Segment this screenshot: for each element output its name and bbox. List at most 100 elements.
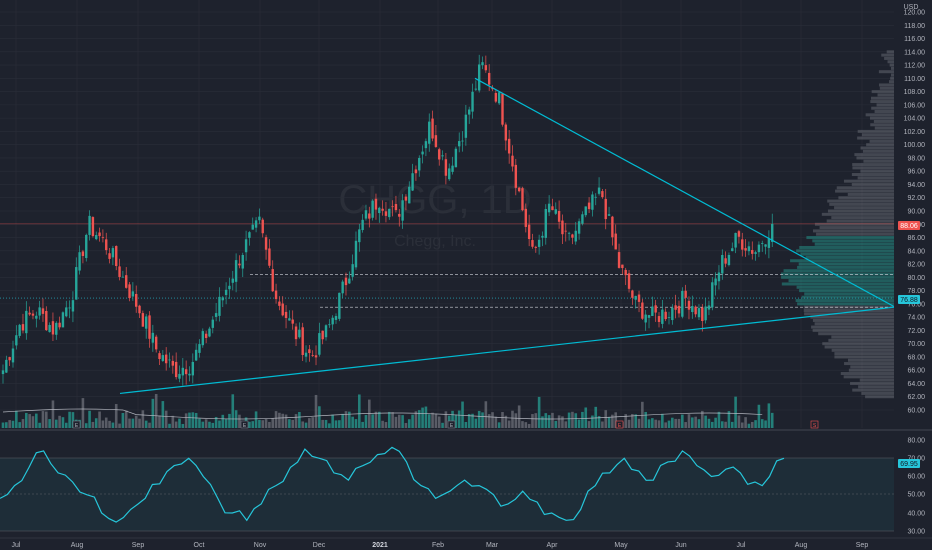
volume-bar [631,414,634,428]
descending-trendline[interactable] [474,77,894,308]
volume-bar [51,400,55,428]
price-axis[interactable]: 60.00 62.00 64.00 66.00 68.00 70.00 72.00 74.00… [904,10,926,415]
svg-text:E: E [618,423,622,429]
candle-body [724,258,727,264]
volume-bar [58,415,61,428]
candle-body [491,88,494,90]
price-tick-label: 110.00 [904,76,925,83]
candle-body [577,221,581,234]
profile-bar [871,106,894,110]
earnings-marker[interactable]: E [240,420,249,429]
volume-bar [138,418,141,428]
candle-body [194,349,198,361]
candle-body [388,208,391,218]
profile-bar [847,192,894,196]
rsi-pane[interactable] [0,446,894,532]
candle-body [298,329,301,338]
profile-bar [831,216,894,220]
profile-bar [821,212,894,216]
profile-bar [824,345,894,349]
profile-bar [818,332,894,336]
candle-body [71,300,75,312]
rsi-tick-label: 40.00 [907,511,925,518]
profile-bar [796,249,894,253]
candle-body [55,322,58,335]
candle-body [404,196,408,201]
profile-bar [834,206,894,210]
volume-bar [681,414,684,428]
volume-bar [294,414,298,428]
candle-body [767,238,771,248]
candle-body [464,114,468,138]
volume-bar [394,416,398,428]
event-markers[interactable]: E E E E S [72,420,819,429]
candle-body [231,278,234,283]
candle-body [644,314,647,323]
profile-bar [811,325,894,329]
upcoming-event-marker[interactable]: S [810,420,819,429]
profile-bar [803,305,894,309]
ascending-trendline[interactable] [119,306,894,395]
volume-bar [248,421,251,428]
candle-body [328,324,331,326]
volume-bar [644,411,647,428]
volume-bar [298,412,301,428]
volume-bar [714,417,717,428]
earnings-marker[interactable]: E [447,420,456,429]
candle-body [751,250,754,254]
price-tick-label: 112.00 [904,63,925,70]
volume-bar [261,420,265,428]
profile-bar [840,372,894,376]
earnings-marker[interactable]: E [72,420,81,429]
profile-bar [790,259,894,263]
price-pane[interactable] [0,0,894,428]
volume-bar [38,422,41,428]
candle-body [661,309,664,324]
volume-bar [737,415,741,428]
candle-body [497,92,501,104]
earnings-marker[interactable]: E [615,420,624,429]
candle-body [288,318,291,321]
candle-body [557,211,561,222]
candle-body [31,313,35,316]
profile-bar [865,113,894,117]
volume-bar [84,423,88,428]
candle-body [5,359,8,373]
volume-bar [537,396,541,428]
price-tick-label: 96.00 [907,169,925,176]
volume-bar [561,416,564,428]
profile-bar [857,129,894,133]
candle-body [621,264,624,269]
candle-body [18,324,21,336]
candle-body [304,352,308,357]
candle-body [211,319,214,328]
candle-body [75,267,78,300]
profile-bar [827,199,894,203]
volume-bar [491,412,494,428]
candle-body [721,254,724,274]
volume-bar [727,411,731,428]
volume-bar [174,421,178,428]
candle-body [537,239,541,247]
candle-body [394,204,398,211]
time-axis[interactable]: Jul Aug Sep Oct Nov Dec 2021 Feb Mar Apr May Jun Jul… [12,542,869,549]
candle-body [331,317,334,325]
volume-bar [497,422,501,428]
volume-bar [421,407,424,428]
volume-bar [164,410,168,428]
volume-bar [121,412,125,428]
volume-bar [730,421,734,428]
candle-body [138,305,141,314]
volume-bar [8,420,11,428]
volume-bar [211,422,215,428]
candle-body [201,331,204,346]
profile-bar [852,166,894,170]
candle-body [704,306,707,321]
volume-bar [314,394,318,428]
trendlines[interactable] [119,77,894,395]
volume-bar [641,401,644,428]
volume-bar [361,421,364,428]
volume-bar [61,417,65,428]
profile-bar [788,279,894,283]
